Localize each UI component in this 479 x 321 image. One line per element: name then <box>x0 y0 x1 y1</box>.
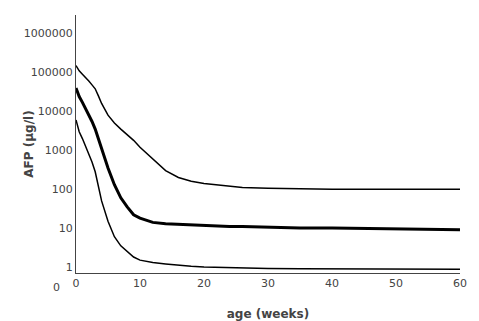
svg-text:age (weeks): age (weeks) <box>227 307 309 321</box>
svg-text:1: 1 <box>66 261 73 274</box>
svg-text:10000: 10000 <box>38 105 73 118</box>
svg-text:60: 60 <box>453 277 467 290</box>
svg-text:1000: 1000 <box>45 144 73 157</box>
svg-text:1000000: 1000000 <box>24 27 73 40</box>
svg-text:20: 20 <box>197 277 211 290</box>
svg-text:50: 50 <box>389 277 403 290</box>
svg-text:10: 10 <box>133 277 147 290</box>
svg-text:100000: 100000 <box>31 66 73 79</box>
svg-text:10: 10 <box>59 222 73 235</box>
svg-text:AFP (µg/l): AFP (µg/l) <box>22 110 36 177</box>
svg-text:0: 0 <box>73 277 80 290</box>
svg-text:30: 30 <box>261 277 275 290</box>
svg-text:40: 40 <box>325 277 339 290</box>
svg-text:0: 0 <box>53 281 60 294</box>
svg-text:100: 100 <box>52 183 73 196</box>
